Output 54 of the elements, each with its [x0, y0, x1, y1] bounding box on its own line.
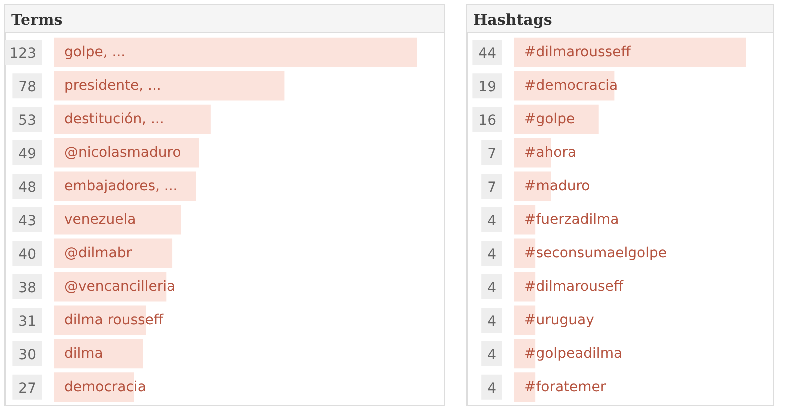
data-label: 16: [478, 113, 497, 130]
y-tick-label: #foratemer: [524, 379, 606, 396]
bar: [514, 38, 746, 68]
y-tick-label: dilma rousseff: [64, 312, 164, 328]
data-label: 4: [488, 280, 497, 296]
data-label: 44: [478, 46, 497, 62]
chart-title: Hashtags: [474, 11, 552, 29]
y-tick-label: dilma: [64, 346, 104, 362]
y-tick-label: @nicolasmaduro: [64, 145, 182, 162]
data-label: 27: [18, 380, 37, 397]
y-tick-label: #democracia: [524, 78, 618, 94]
data-label: 4: [488, 347, 497, 364]
data-label: 4: [488, 380, 497, 397]
y-tick-label: @dilmabr: [64, 245, 132, 262]
data-label: 43: [18, 214, 37, 230]
bar: [514, 104, 599, 134]
bar: [54, 38, 418, 68]
data-label: 78: [18, 80, 37, 96]
y-tick-label: golpe, ...: [64, 44, 126, 61]
bar: [54, 104, 211, 134]
data-label: 53: [18, 113, 37, 130]
bar: [54, 71, 285, 101]
chart-title: Terms: [12, 11, 63, 29]
y-tick-label: #maduro: [524, 178, 590, 195]
data-label: 123: [10, 46, 37, 62]
data-label: 7: [488, 180, 497, 196]
data-label: 49: [18, 146, 37, 163]
y-tick-label: @vencancilleria: [64, 278, 176, 295]
y-tick-label: venezuela: [64, 212, 136, 228]
y-tick-label: #dilmarouseff: [524, 278, 624, 295]
y-tick-label: #golpeadilma: [524, 346, 623, 362]
y-tick-label: #seconsumaelgolpe: [524, 245, 668, 262]
bar: [54, 339, 144, 369]
data-label: 30: [18, 347, 37, 364]
data-label: 38: [18, 280, 37, 296]
data-label: 48: [18, 180, 37, 196]
y-tick-label: #fuerzadilma: [524, 212, 620, 228]
data-label: 7: [488, 146, 497, 163]
data-label: 4: [488, 214, 497, 230]
y-tick-label: destitución, ...: [64, 112, 164, 128]
bar: [54, 172, 196, 202]
y-tick-label: #uruguay: [524, 312, 594, 328]
data-label: 31: [18, 314, 37, 330]
bar: [54, 205, 182, 235]
y-tick-label: embajadores, ...: [64, 178, 178, 195]
data-label: 4: [488, 314, 497, 330]
y-tick-label: #ahora: [524, 145, 577, 162]
y-tick-label: #dilmarousseff: [524, 44, 632, 61]
data-label: 4: [488, 246, 497, 263]
y-tick-label: #golpe: [524, 112, 576, 128]
data-label: 40: [18, 246, 37, 263]
data-label: 19: [478, 80, 497, 96]
y-tick-label: democracia: [64, 379, 146, 396]
y-tick-label: presidente, ...: [64, 78, 162, 94]
